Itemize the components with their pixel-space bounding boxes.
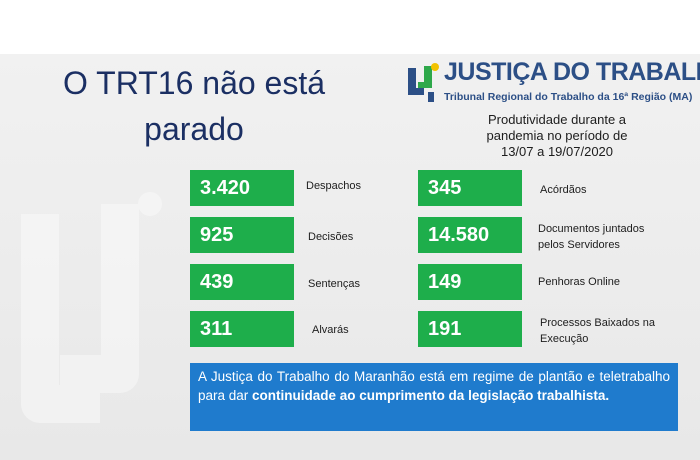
stat-label-documentos-line-2: pelos Servidores: [538, 239, 620, 251]
stat-value-documentos: 14.580: [418, 217, 522, 253]
stat-label-alvaras: Alvarás: [312, 324, 349, 336]
logo-title: JUSTIÇA DO TRABALHO: [444, 58, 700, 86]
justica-do-trabalho-logo: JUSTIÇA DO TRABALHO Tribunal Regional do…: [404, 58, 700, 108]
stat-label-acordaos-line-1: Acórdãos: [540, 184, 587, 196]
headline: O TRT16 não está parado: [14, 60, 374, 152]
stat-label-documentos: Documentos juntados pelos Servidores: [538, 221, 644, 253]
info-note-bold: continuidade ao cumprimento da legislaçã…: [252, 388, 610, 403]
period-line-3: 13/07 a 19/07/2020: [500, 144, 614, 159]
stat-value-penhoras: 149: [418, 264, 522, 300]
stat-label-processos: Processos Baixados na Execução: [540, 315, 655, 347]
stat-label-processos-line-1: Processos Baixados na: [540, 317, 655, 329]
top-band: [0, 0, 700, 54]
stat-value-alvaras: 311: [190, 311, 294, 347]
stat-label-decisoes: Decisões: [308, 231, 354, 243]
watermark-logo-icon: [21, 192, 162, 423]
info-note: A Justiça do Trabalho do Maranhão está e…: [190, 363, 678, 431]
period-line-2: pandemia no período de: [486, 128, 628, 143]
stat-label-penhoras-line-1: Penhoras Online: [538, 276, 620, 288]
stat-label-documentos-line-1: Documentos juntados: [538, 223, 645, 235]
period-line-1: Produtividade durante a: [487, 112, 627, 127]
stat-value-processos: 191: [418, 311, 522, 347]
stat-label-despachos: Despachos: [306, 180, 362, 192]
headline-line-2: parado: [144, 111, 244, 147]
stat-value-decisoes: 925: [190, 217, 294, 253]
stat-label-sentencas: Sentenças: [308, 278, 360, 290]
jt-logo-icon: [408, 63, 439, 102]
stat-label-acordaos: Acórdãos: [540, 182, 586, 198]
stat-label-penhoras: Penhoras Online: [538, 274, 620, 290]
stat-value-despachos: 3.420: [190, 170, 294, 206]
logo-subtitle: Tribunal Regional do Trabalho da 16ª Reg…: [444, 91, 693, 103]
info-note-text: A Justiça do Trabalho do Maranhão está e…: [198, 369, 670, 403]
stat-value-acordaos: 345: [418, 170, 522, 206]
stat-value-sentencas: 439: [190, 264, 294, 300]
period-caption: Produtividade durante a pandemia no perí…: [432, 112, 682, 160]
headline-line-1: O TRT16 não está: [62, 65, 326, 101]
stat-label-processos-line-2: Execução: [540, 333, 589, 345]
